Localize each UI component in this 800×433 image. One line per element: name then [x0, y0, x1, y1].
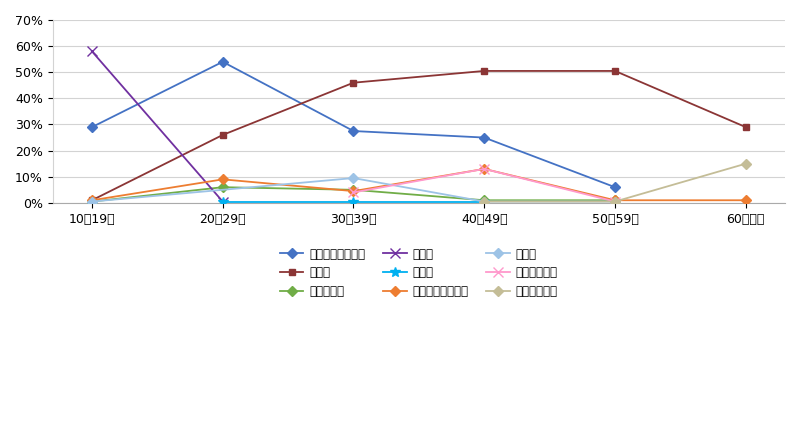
退職・廃業: [479, 197, 489, 203]
Line: 転　勤: 転 勤: [89, 68, 750, 204]
Line: 就職・転職・転業: 就職・転職・転業: [89, 58, 618, 191]
住　宅: [479, 199, 489, 204]
就職・転職・転業: [349, 129, 358, 134]
結婚・離婚・縁組: [479, 166, 489, 171]
住　宅: [610, 199, 620, 204]
住　宅: [349, 175, 358, 181]
Line: 交通の利便性: 交通の利便性: [349, 164, 620, 207]
就職・転職・転業: [218, 59, 227, 65]
就職・転職・転業: [479, 135, 489, 140]
Line: 退職・廃業: 退職・廃業: [89, 184, 618, 205]
転　勤: [479, 68, 489, 74]
就職・転職・転業: [610, 184, 620, 190]
Line: 住　宅: 住 宅: [89, 174, 618, 205]
転　勤: [741, 125, 750, 130]
生活の利便性: [741, 161, 750, 166]
交通の利便性: [349, 190, 358, 195]
結婚・離婚・縁組: [87, 197, 97, 203]
交通の利便性: [479, 166, 489, 171]
退職・廃業: [610, 197, 620, 203]
転　勤: [349, 80, 358, 85]
交通の利便性: [610, 199, 620, 204]
転　勤: [218, 132, 227, 138]
Line: 結婚・離婚・縁組: 結婚・離婚・縁組: [89, 165, 750, 204]
住　宅: [87, 199, 97, 204]
Line: 生活の利便性: 生活の利便性: [481, 160, 750, 205]
卒　業: [479, 199, 489, 204]
結婚・離婚・縁組: [610, 197, 620, 203]
卒　業: [349, 199, 358, 204]
生活の利便性: [610, 199, 620, 204]
退職・廃業: [87, 199, 97, 204]
生活の利便性: [479, 199, 489, 204]
転　勤: [610, 68, 620, 74]
結婚・離婚・縁組: [349, 188, 358, 194]
Legend: 就職・転職・転業, 転　勤, 退職・廃業, 就　学, 卒　業, 結婚・離婚・縁組, 住　宅, 交通の利便性, 生活の利便性: 就職・転職・転業, 転 勤, 退職・廃業, 就 学, 卒 業, 結婚・離婚・縁組…: [274, 242, 564, 304]
卒　業: [218, 199, 227, 204]
結婚・離婚・縁組: [741, 197, 750, 203]
転　勤: [87, 197, 97, 203]
結婚・離婚・縁組: [218, 177, 227, 182]
退職・廃業: [349, 187, 358, 192]
就職・転職・転業: [87, 125, 97, 130]
Line: 卒　業: 卒 業: [218, 197, 489, 207]
退職・廃業: [218, 184, 227, 190]
